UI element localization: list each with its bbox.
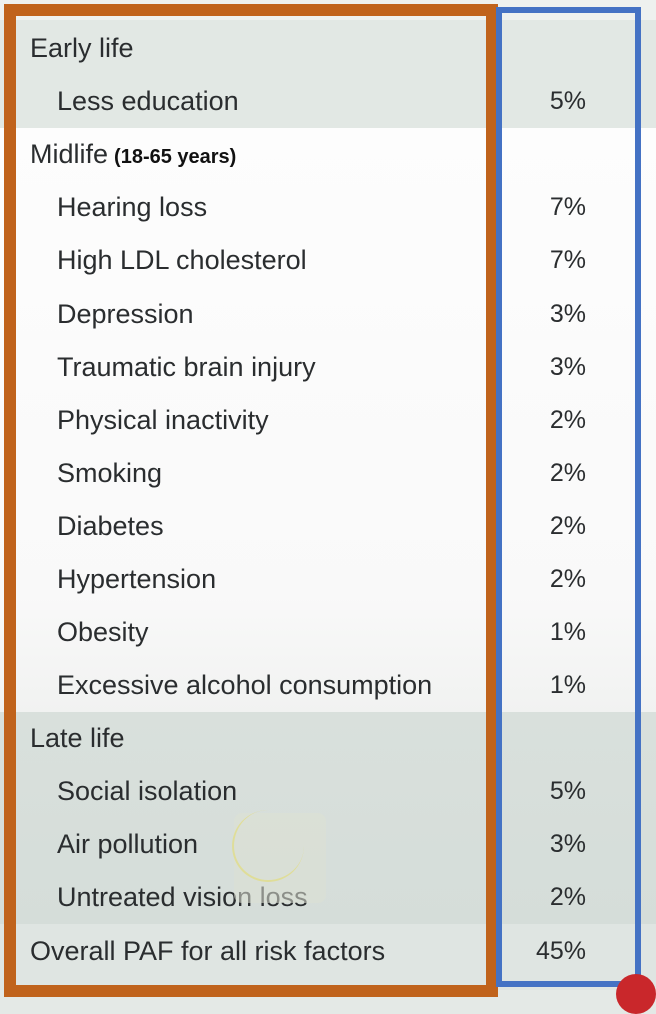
total-label: Overall PAF for all risk factors [30, 936, 386, 966]
section-label: Late life [30, 723, 125, 753]
cursor-highlight [232, 810, 304, 882]
table-row: Depression 3% [0, 288, 656, 341]
risk-factor-label: Physical inactivity [57, 405, 269, 435]
risk-factor-label: Social isolation [57, 776, 238, 806]
risk-factor-label: Excessive alcohol consumption [57, 670, 433, 700]
table-row: Smoking 2% [0, 447, 656, 500]
label-column-frame [4, 4, 498, 997]
risk-factor-label: Air pollution [57, 829, 199, 859]
risk-factor-label: Smoking [57, 458, 163, 488]
early-life-band [0, 20, 656, 128]
late-life-band [0, 712, 656, 924]
paf-value: 2% [549, 459, 586, 487]
paf-value: 3% [549, 353, 586, 381]
risk-factor-label: Hearing loss [57, 192, 208, 222]
table-row: Diabetes 2% [0, 500, 656, 553]
midlife-band [0, 128, 656, 712]
risk-factor-label: Traumatic brain injury [57, 352, 316, 382]
section-early-life: Early life [0, 22, 656, 75]
value-column-frame [496, 7, 641, 987]
paf-value: 5% [549, 87, 586, 115]
record-indicator [616, 974, 656, 1014]
section-sublabel: (18-65 years) [114, 146, 237, 168]
table-row: Less education 5% [0, 75, 656, 128]
paf-value: 3% [549, 300, 586, 328]
risk-factor-label: Hypertension [57, 564, 217, 594]
section-label-text: Midlife [30, 139, 109, 169]
table-row: Hypertension 2% [0, 553, 656, 606]
table-row: Traumatic brain injury 3% [0, 341, 656, 394]
section-label: Midlife (18-65 years) [30, 128, 236, 181]
paf-value: 1% [549, 618, 586, 646]
paf-value: 3% [549, 830, 586, 858]
risk-factor-label: Depression [57, 299, 194, 329]
paf-value: 2% [549, 883, 586, 911]
paf-value: 7% [549, 193, 586, 221]
risk-factor-label: High LDL cholesterol [57, 245, 307, 275]
table-row: Hearing loss 7% [0, 181, 656, 234]
table-row: Excessive alcohol consumption 1% [0, 659, 656, 712]
table-row: Social isolation 5% [0, 765, 656, 818]
paf-value: 5% [549, 777, 586, 805]
risk-factor-label: Less education [57, 86, 239, 116]
total-row: Overall PAF for all risk factors 45% [0, 925, 656, 978]
risk-factor-table: Early life Less education 5% Midlife (18-… [0, 4, 656, 1014]
table-row: Obesity 1% [0, 606, 656, 659]
total-value: 45% [535, 937, 586, 965]
risk-factor-label: Diabetes [57, 511, 164, 541]
section-label: Early life [30, 33, 134, 63]
risk-factor-label: Obesity [57, 617, 149, 647]
paf-value: 2% [549, 565, 586, 593]
paf-value: 1% [549, 671, 586, 699]
table-row: Air pollution 3% [0, 818, 656, 871]
table-row: High LDL cholesterol 7% [0, 234, 656, 287]
table-row: Physical inactivity 2% [0, 394, 656, 447]
section-late-life: Late life [0, 712, 656, 765]
total-band [0, 924, 656, 990]
section-midlife: Midlife (18-65 years) [0, 128, 656, 181]
paf-value: 2% [549, 512, 586, 540]
paf-value: 7% [549, 246, 586, 274]
paf-value: 2% [549, 406, 586, 434]
